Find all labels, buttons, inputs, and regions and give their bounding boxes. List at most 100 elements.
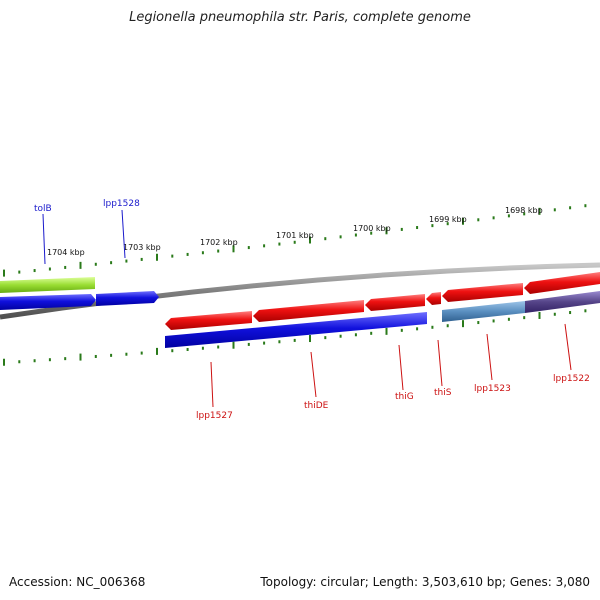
- minor-tick: [431, 325, 434, 329]
- minor-tick: [492, 216, 495, 220]
- gene-lpp1528-arrow[interactable]: [96, 291, 159, 306]
- ruler-label: 1702 kbp: [200, 238, 238, 247]
- minor-tick: [293, 240, 296, 244]
- leader-line-lpp1522: [564, 323, 572, 371]
- minor-tick: [400, 328, 403, 332]
- minor-tick: [553, 312, 556, 316]
- minor-tick: [201, 346, 204, 350]
- minor-tick: [477, 218, 480, 222]
- minor-tick: [446, 222, 449, 226]
- minor-tick: [18, 360, 21, 364]
- minor-tick: [33, 269, 36, 273]
- leader-line-thiS: [437, 339, 443, 387]
- ruler-label: 1701 kbp: [276, 231, 314, 240]
- map-title: Legionella pneumophila str. Paris, compl…: [129, 10, 471, 25]
- gene-label-tolB[interactable]: tolB: [34, 204, 52, 214]
- minor-tick: [477, 321, 480, 325]
- major-tick: [538, 207, 541, 215]
- ruler-label: 1700 kbp: [353, 224, 391, 233]
- major-tick: [309, 236, 311, 244]
- gene-label-lpp1523[interactable]: lpp1523: [474, 384, 511, 394]
- minor-tick: [263, 341, 266, 345]
- minor-tick: [110, 261, 113, 265]
- leader-line-lpp1527: [210, 361, 214, 408]
- ruler-label: 1704 kbp: [47, 248, 85, 257]
- major-tick: [232, 245, 235, 253]
- gene-lpp1522-arrow[interactable]: [524, 272, 600, 294]
- minor-tick: [278, 242, 281, 246]
- major-tick: [3, 358, 5, 366]
- gene-purple-track[interactable]: [525, 291, 600, 313]
- gene-label-lpp1528[interactable]: lpp1528: [103, 199, 140, 209]
- minor-tick: [125, 352, 128, 356]
- gene-thiG-arrow[interactable]: [365, 294, 425, 311]
- major-tick: [3, 269, 5, 277]
- minor-tick: [553, 208, 556, 212]
- minor-tick: [370, 231, 373, 235]
- minor-tick: [507, 317, 510, 321]
- gene-lpp1527-arrow[interactable]: [165, 311, 252, 330]
- minor-tick: [446, 324, 449, 328]
- major-tick: [156, 253, 158, 261]
- minor-tick: [18, 270, 21, 274]
- gene-thiDE-arrow[interactable]: [253, 300, 364, 322]
- major-tick: [385, 327, 388, 335]
- accession-text: Accession: NC_006368: [9, 575, 146, 589]
- minor-tick: [171, 254, 174, 258]
- ruler-label: 1699 kbp: [429, 215, 467, 224]
- major-tick: [232, 341, 235, 349]
- minor-tick: [48, 358, 51, 362]
- minor-tick: [217, 249, 220, 253]
- minor-tick: [278, 340, 281, 344]
- major-tick: [156, 347, 158, 355]
- minor-tick: [523, 316, 526, 320]
- gene-label-thiS[interactable]: thiS: [434, 388, 452, 398]
- minor-tick: [94, 262, 97, 266]
- gene-label-thiDE[interactable]: thiDE: [304, 401, 329, 411]
- minor-tick: [33, 359, 36, 363]
- minor-tick: [584, 204, 587, 208]
- leader-line-lpp1528: [121, 209, 126, 259]
- leader-line-lpp1523: [486, 333, 493, 381]
- leader-line-thiDE: [310, 351, 317, 398]
- minor-tick: [201, 251, 204, 255]
- minor-tick: [492, 319, 495, 323]
- minor-tick: [140, 257, 143, 261]
- gene-blue-track[interactable]: [165, 312, 427, 348]
- minor-tick: [324, 336, 327, 340]
- minor-tick: [171, 349, 174, 353]
- major-tick: [309, 335, 311, 343]
- ruler-ticks-top: [3, 204, 587, 277]
- major-tick: [79, 353, 82, 361]
- leader-line-tolB: [42, 213, 46, 265]
- minor-tick: [48, 267, 51, 271]
- minor-tick: [431, 224, 434, 228]
- minor-tick: [110, 353, 113, 357]
- minor-tick: [293, 338, 296, 342]
- minor-tick: [354, 333, 357, 337]
- major-tick: [538, 311, 541, 319]
- gene-tolB-arrow[interactable]: [0, 277, 95, 293]
- minor-tick: [339, 235, 342, 239]
- major-tick: [79, 261, 82, 269]
- minor-tick: [263, 244, 266, 248]
- gene-thiS-arrow[interactable]: [426, 292, 441, 305]
- gene-label-thiG[interactable]: thiG: [395, 392, 414, 402]
- gene-label-lpp1527[interactable]: lpp1527: [196, 411, 233, 421]
- gene-label-lpp1522[interactable]: lpp1522: [553, 374, 590, 384]
- leader-line-thiG: [398, 344, 404, 391]
- minor-tick: [370, 331, 373, 335]
- gene-tolB-blue-arrow[interactable]: [0, 294, 96, 310]
- minor-tick: [247, 342, 250, 346]
- minor-tick: [523, 212, 526, 216]
- minor-tick: [324, 237, 327, 241]
- minor-tick: [217, 345, 220, 349]
- ruler-ticks-bottom: [3, 309, 587, 366]
- minor-tick: [569, 311, 572, 315]
- gene-lpp1523-arrow[interactable]: [442, 283, 523, 302]
- gene-steel-track[interactable]: [442, 301, 525, 322]
- minor-tick: [64, 357, 67, 361]
- minor-tick: [94, 354, 97, 358]
